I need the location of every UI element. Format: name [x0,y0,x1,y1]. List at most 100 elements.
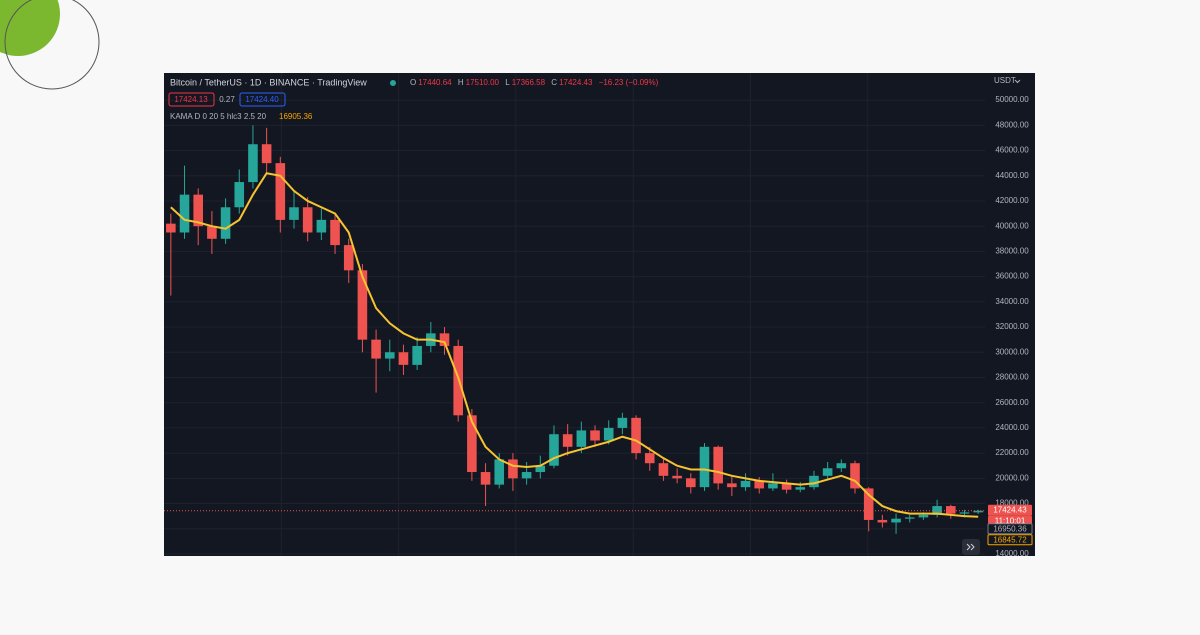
candle-body [480,472,491,485]
spread: 0.27 [219,95,235,104]
y-tick-label: 44000.00 [995,171,1029,180]
candle-body [439,333,450,346]
y-tick-label: 36000.00 [995,272,1029,281]
price-label: 16950.36 [993,524,1027,533]
candle-body [590,430,600,441]
candle-body [343,245,354,271]
candle-body [166,223,176,233]
ohlc-label: O [410,78,416,87]
candle-body [535,465,546,473]
candle-body [904,517,915,519]
candle-body [891,518,901,523]
y-tick-label: 20000.00 [995,473,1029,482]
price-label-box [987,534,1033,546]
ohlc-value: 17424.43 [559,78,593,87]
candle-body [946,506,956,514]
y-tick-label: 18000.00 [995,499,1029,508]
candle-body [644,453,655,464]
candle-body [207,226,217,239]
y-tick-label: 24000.00 [995,423,1029,432]
kama-line [170,172,979,518]
scroll-button[interactable] [962,539,980,555]
candle-body [877,519,888,523]
ohlc-value: 17366.58 [512,78,546,87]
change: −16.23 (−0.09%) [599,78,659,87]
candle-body [836,463,847,469]
candle-body [549,434,559,466]
candle-body [822,468,833,476]
candle-body [467,415,477,473]
chart-panel [164,73,1035,556]
ohlc: O 17440.64 H 17510.00 L 17366.58 C 17424.43 … [410,78,659,87]
candle-body [261,144,272,164]
candle-body [508,459,518,479]
candle-body [220,207,231,239]
candle-body [809,475,819,488]
y-tick-label: 22000.00 [995,448,1029,457]
candle-body [781,483,792,490]
price-label-box [987,523,1033,535]
currency-caret[interactable] [1014,79,1021,84]
y-tick-label: 38000.00 [995,247,1029,256]
candle-body [631,417,641,454]
candle-body [932,506,942,515]
candle-body [727,483,737,488]
price-label-box [988,504,1032,516]
candle-body [672,475,682,479]
y-tick-label: 42000.00 [995,196,1029,205]
chart-title: Bitcoin / TetherUS · 1D · BINANCE · Trad… [170,77,367,87]
candle-body [357,270,368,340]
candle-body [850,463,860,489]
candle-body [275,163,286,220]
y-tick-label: 26000.00 [995,398,1029,407]
y-tick-label: 40000.00 [995,221,1029,230]
decor-ring [4,0,100,90]
plot [164,125,985,534]
ask[interactable]: 17424.40 [245,95,279,104]
ohlc-value: 17440.64 [418,78,452,87]
candle-body [316,219,327,233]
candle-body [412,345,422,365]
candle-body [179,194,190,233]
bid[interactable]: 17424.13 [174,95,208,104]
y-tick-label: 28000.00 [995,373,1029,382]
candle-body [617,417,628,428]
candle-body [384,352,395,359]
candle-body [863,488,874,520]
candle-body [521,472,532,479]
y-tick-label: 14000.00 [995,549,1029,558]
decor-dot [0,0,60,56]
ohlc-label: C [551,78,557,87]
candle-body [371,339,381,359]
candle-body [234,182,245,208]
ohlc-label: L [505,78,510,87]
candle-body [959,512,970,514]
scroll-icon[interactable] [966,543,975,551]
y-tick-label: 46000.00 [995,146,1029,155]
candle-body [768,483,778,489]
y-tick-label: 32000.00 [995,322,1029,331]
candle-body [302,207,313,233]
y-tick-label: 30000.00 [995,347,1029,356]
price-label: 17424.43 [993,505,1027,514]
candle-body [576,430,587,447]
candle-body [330,219,340,246]
ask-box[interactable] [239,92,286,107]
candle-body [562,434,573,447]
price-labels: 14000.0016000.0018000.0020000.0022000.00… [987,95,1033,558]
bid-box[interactable] [168,92,215,107]
grid [164,73,985,556]
candle-body [973,510,983,513]
candle-body [713,446,723,484]
price-label: 16845.72 [993,535,1027,544]
candle-body [686,478,696,488]
candle-body [918,514,929,518]
indicator-value: 16905.36 [279,112,313,121]
currency[interactable]: USDT [994,76,1016,85]
candle-body [699,446,710,488]
indicator-name: KAMA D 0 20 5 hlc3 2.5 20 [170,112,267,121]
candle-body [248,144,258,183]
price-label: 11:10:01 [995,516,1026,525]
